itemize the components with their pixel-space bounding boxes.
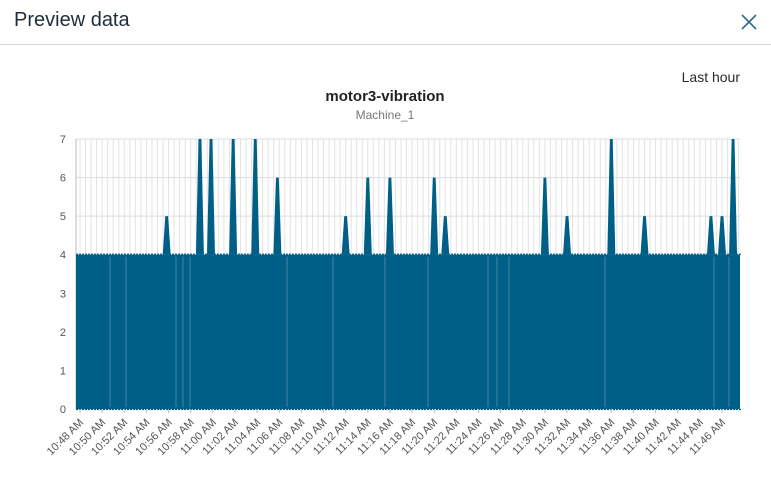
series-spike [251,139,260,255]
y-tick-label: 1 [60,365,66,377]
series-spike [430,177,439,255]
chart-subtitle: Machine_1 [355,108,415,122]
series-spike [540,177,549,255]
series-spike [706,216,715,255]
series-spike [229,139,238,255]
dialog-title: Preview data [14,9,130,31]
series-band [76,254,740,409]
y-tick-label: 2 [60,327,66,339]
series-spike [363,177,372,255]
series-spike [273,177,282,255]
close-button[interactable] [737,10,761,34]
series-spike [640,216,649,255]
series-spike [385,177,394,255]
y-tick-label: 3 [60,288,66,300]
y-tick-label: 6 [60,173,66,185]
series-spike [341,216,350,255]
dialog-header: Preview data [0,0,771,45]
y-tick-label: 4 [60,250,66,262]
series-spike [563,216,572,255]
series-spike [162,216,171,255]
time-range-label[interactable]: Last hour [681,69,740,85]
series-spike [729,139,738,255]
series-spike [206,139,215,255]
chart-title: motor3-vibration [325,88,445,105]
close-icon [741,14,757,30]
y-tick-label: 7 [60,134,66,146]
y-tick-label: 5 [60,211,66,223]
series-spike [195,139,204,255]
series-spike [607,139,616,255]
series-spike [441,216,450,255]
y-tick-label: 0 [60,404,66,416]
series-spike [718,216,726,255]
